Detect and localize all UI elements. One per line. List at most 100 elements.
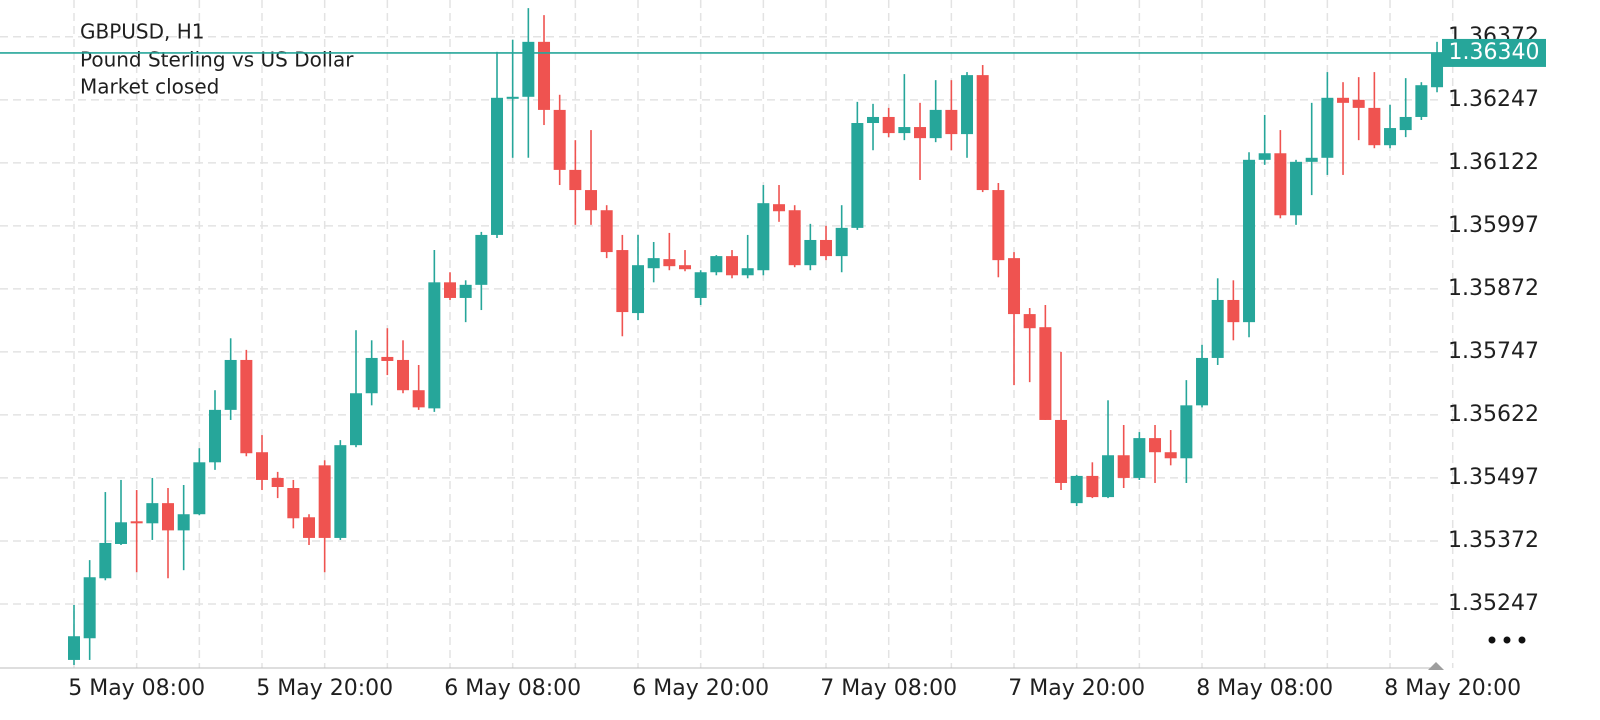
- menu-dot: [1518, 636, 1526, 644]
- x-tick-label: 8 May 08:00: [1196, 676, 1333, 701]
- candle-body: [350, 393, 363, 446]
- candle-body: [240, 359, 253, 454]
- candle-body: [569, 169, 582, 191]
- candle-body: [804, 239, 817, 266]
- candle-body: [1274, 153, 1287, 216]
- candles: [68, 8, 1444, 665]
- candle-body: [757, 203, 770, 271]
- candle-body: [1399, 116, 1412, 131]
- menu-dot: [1503, 636, 1511, 644]
- y-tick-label: 1.35872: [1448, 276, 1539, 301]
- candle-body: [663, 259, 676, 267]
- candle-body: [898, 127, 911, 134]
- candle-body: [1290, 161, 1303, 216]
- x-tick-label: 6 May 08:00: [444, 676, 581, 701]
- candle-body: [193, 462, 206, 515]
- candle-body: [1070, 475, 1083, 504]
- candle-body: [1055, 419, 1068, 483]
- candle-body: [773, 204, 786, 212]
- candle-body: [1384, 128, 1397, 146]
- candle-body: [835, 227, 848, 257]
- candle-body: [976, 75, 989, 191]
- candle-body: [945, 109, 958, 135]
- candle-body: [710, 256, 723, 273]
- candle-body: [162, 503, 175, 531]
- candle-body: [1008, 258, 1021, 315]
- last-price-tag: [1442, 38, 1546, 67]
- candle-body: [788, 210, 801, 266]
- candle-body: [412, 390, 425, 408]
- candle-body: [506, 96, 519, 99]
- candle-body: [1431, 52, 1444, 88]
- candle-body: [1368, 107, 1381, 146]
- candle-body: [882, 116, 895, 134]
- candle-body: [1133, 438, 1146, 478]
- candle-body: [1211, 299, 1224, 358]
- candle-body: [1243, 159, 1256, 323]
- candle-body: [585, 190, 598, 211]
- candle-body: [538, 41, 551, 110]
- y-tick-label: 1.35747: [1448, 339, 1539, 364]
- more-menu[interactable]: [1488, 636, 1526, 644]
- candle-body: [1227, 299, 1240, 323]
- candle-body: [68, 636, 80, 660]
- x-tick-label: 8 May 20:00: [1384, 676, 1521, 701]
- candle-body: [1196, 357, 1209, 406]
- candle-body: [1023, 314, 1036, 329]
- candle-body: [820, 239, 833, 257]
- scroll-marker[interactable]: [1428, 662, 1444, 670]
- candle-body: [444, 282, 457, 298]
- candle-body: [914, 127, 927, 139]
- candle-body: [303, 517, 316, 538]
- y-tick-label: 1.35497: [1448, 465, 1539, 490]
- candle-body: [1337, 97, 1350, 103]
- candle-body: [256, 452, 269, 480]
- candle-body: [475, 234, 488, 285]
- candle-body: [1164, 452, 1177, 459]
- y-tick-label: 1.35372: [1448, 528, 1539, 553]
- y-tick-label: 1.35247: [1448, 591, 1539, 616]
- candle-body: [851, 123, 864, 228]
- candle-body: [929, 109, 942, 139]
- candle-body: [491, 97, 504, 235]
- candle-body: [553, 109, 566, 170]
- candle-body: [1117, 455, 1130, 478]
- candle-body: [522, 41, 535, 97]
- candle-body: [1305, 157, 1318, 162]
- candle-body: [647, 258, 660, 269]
- candle-body: [381, 356, 394, 361]
- candle-body: [146, 503, 159, 524]
- y-tick-label: 1.36247: [1448, 87, 1539, 112]
- candle-body: [365, 357, 378, 394]
- x-tick-label: 7 May 20:00: [1008, 676, 1145, 701]
- candle-body: [726, 256, 739, 276]
- y-tick-label: 1.35622: [1448, 402, 1539, 427]
- market-status: Market closed: [80, 75, 219, 99]
- chart-title: GBPUSD, H1: [80, 20, 205, 44]
- candle-body: [397, 359, 410, 391]
- candle-body: [287, 488, 300, 519]
- last-price-label: 1.36340: [1449, 40, 1540, 65]
- candle-body: [459, 284, 472, 298]
- candle-body: [1086, 475, 1099, 498]
- candle-body: [992, 190, 1005, 261]
- candle-body: [867, 116, 880, 124]
- candle-body: [600, 210, 613, 253]
- candle-body: [1039, 327, 1052, 420]
- chart-subtitle: Pound Sterling vs US Dollar: [80, 48, 354, 72]
- y-tick-label: 1.35997: [1448, 213, 1539, 238]
- candle-body: [1321, 97, 1334, 158]
- menu-dot: [1488, 636, 1496, 644]
- x-tick-label: 5 May 20:00: [256, 676, 393, 701]
- candle-body: [1415, 85, 1428, 117]
- candle-body: [1258, 153, 1271, 160]
- candle-body: [1352, 99, 1365, 108]
- candle-body: [334, 445, 347, 538]
- candle-body: [694, 272, 707, 298]
- x-tick-label: 7 May 08:00: [820, 676, 957, 701]
- x-tick-label: 6 May 20:00: [632, 676, 769, 701]
- candle-body: [428, 282, 441, 409]
- candle-body: [632, 265, 645, 314]
- y-tick-label: 1.36122: [1448, 150, 1539, 175]
